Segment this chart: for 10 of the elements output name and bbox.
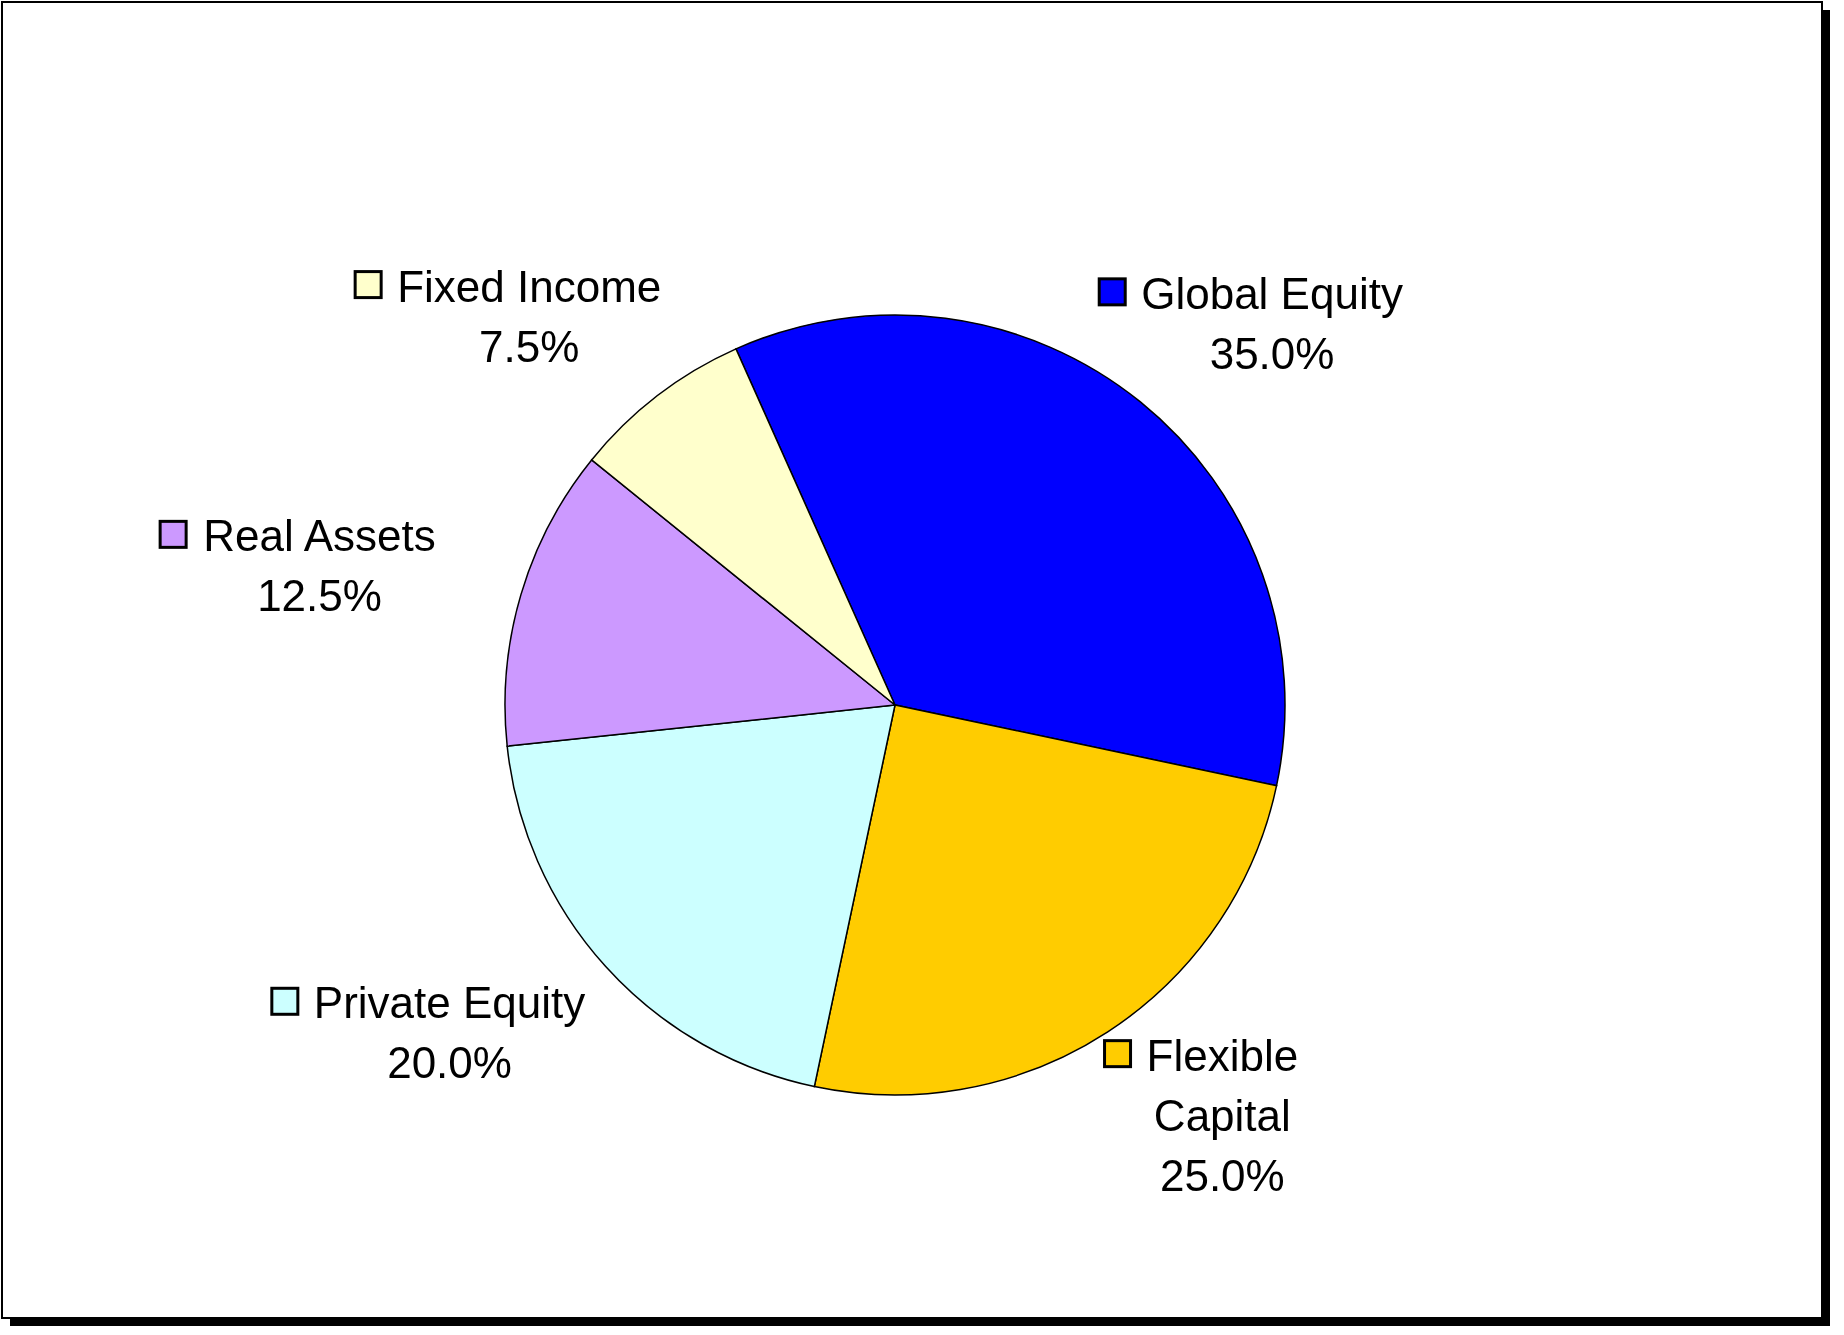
data-label: 7.5% [479, 321, 580, 371]
legend-label: Global Equity [1141, 268, 1403, 318]
legend-label: Private Equity [313, 978, 586, 1028]
data-label: 25.0% [1159, 1150, 1285, 1200]
legend-label: Fixed Income [397, 261, 662, 311]
legend-label: Real Assets [203, 511, 436, 561]
data-label: 20.0% [387, 1038, 512, 1088]
data-label: 12.5% [257, 571, 382, 621]
data-label: 35.0% [1209, 328, 1335, 378]
legend-label: Flexible Capital [1146, 1030, 1299, 1140]
